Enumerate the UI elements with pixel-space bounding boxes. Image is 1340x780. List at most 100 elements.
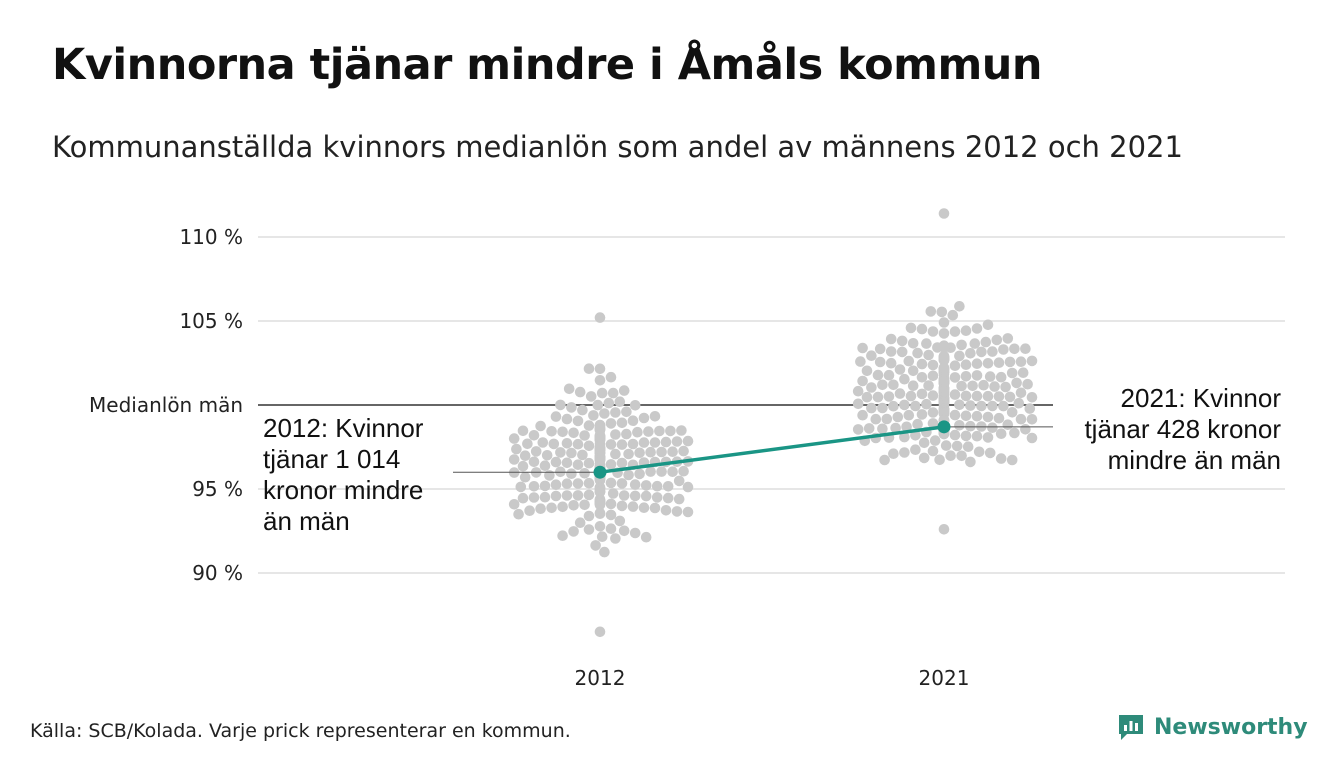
swarm-dot [508,499,520,510]
swarm-dot [1009,343,1020,355]
swarm-dot [927,359,939,371]
swarm-dot [537,437,549,448]
annotation-2021: 2021: Kvinnor tjänar 428 kronor mindre än … [1084,383,1281,475]
swarm-dot [577,449,588,461]
swarm-dot [627,438,639,450]
swarm-dot [907,338,919,349]
swarm-dot [634,468,645,480]
swarm-dot [861,391,873,403]
swarm-dot [905,390,917,402]
swarm-dot [610,429,621,440]
swarm-dot [927,407,939,418]
swarm-dot [956,380,967,392]
swarm-dot [857,342,868,354]
swarm-dot [885,357,897,369]
chart-subtitle: Kommunanställda kvinnors medianlön som a… [52,130,1183,164]
highlight-series-amal [593,420,951,479]
swarm-dot [949,360,961,372]
swarm-dot [991,334,1003,346]
brand-logo[interactable]: Newsworthy [1116,712,1308,742]
swarm-dot [949,326,961,337]
swarm-dot [522,438,533,450]
swarm-dot [949,389,961,400]
swarm-dot [890,422,901,434]
swarm-dot [894,388,906,399]
swarm-dot [651,492,663,503]
y-tick-label: 110 % [179,225,243,249]
swarm-dot [912,347,923,359]
gridlines [258,236,1285,574]
swarm-dot [561,438,573,449]
swarm-dot [984,371,996,382]
swarm-dot [993,412,1005,424]
swarm-dot [934,454,945,466]
swarm-dot [588,410,599,421]
swarm-dot [627,415,639,427]
swarm-dot [885,346,897,357]
swarm-dot [618,385,630,396]
swarm-dot [870,413,882,425]
swarm-dot [1006,367,1018,379]
annotation-line: tjänar 428 kronor [1084,414,1281,444]
swarm-dot [638,412,650,424]
swarm-dot [590,540,601,551]
swarm-dot [971,430,983,442]
swarm-dot [572,490,584,501]
annotation-2012: 2012: Kvinnor tjänar 1 014 kronor mindre än… [263,413,424,536]
swarm-dot [899,431,910,443]
swarm-dot [557,426,568,438]
swarm-dot [925,306,937,317]
swarm-dot [938,362,950,374]
swarm-dot [528,492,540,503]
swarm-dot [971,390,983,402]
swarm-dot [918,452,930,464]
swarm-dot [903,355,915,367]
swarm-dot [907,380,919,392]
swarm-dot [1015,413,1027,425]
swarm-dot [962,441,974,453]
swarm-dot [623,448,634,460]
swarm-dot [852,398,864,410]
swarm-dot [929,435,941,446]
swarm-dot [640,490,652,502]
swarm-dot [1026,414,1038,425]
swarm-dot [561,490,573,501]
swarm-dot [594,312,606,323]
swarm-dot [508,454,520,465]
swarm-dot [599,408,610,419]
swarm-dot [938,317,950,328]
swarm-dot [610,533,621,544]
swarm-dot [627,501,639,512]
swarm-dot [927,418,939,429]
swarm-dot [546,426,557,437]
swarm-dot [982,390,994,402]
swarm-dot [993,391,1005,402]
swarm-dot [649,502,661,514]
swarm-dot [566,402,577,413]
swarm-dot [643,426,654,437]
swarm-dot [557,501,568,513]
highlight-line [599,425,945,474]
swarm-dot [978,379,989,391]
swarm-dot [616,439,628,450]
highlight-point [937,420,951,434]
swarm-dot [517,492,529,504]
swarm-dot [951,440,963,452]
swarm-dot [583,440,595,452]
swarm-dot [572,415,584,427]
swarm-dot [616,500,628,512]
swarm-dot [989,381,1000,392]
swarm-dot [660,436,672,448]
swarm-dot [949,429,961,441]
swarm-dot [965,348,976,359]
swarm-dot [940,440,952,451]
swarm-dot [1015,356,1027,368]
swarm-dot [645,446,656,458]
swarm-dot [965,456,976,468]
swarm-dot [892,411,904,423]
swarm-dot [629,527,641,539]
swarm-dot [885,333,897,345]
swarm-dot [883,369,895,381]
swarm-dot [524,505,535,516]
swarm-dot [607,488,619,499]
